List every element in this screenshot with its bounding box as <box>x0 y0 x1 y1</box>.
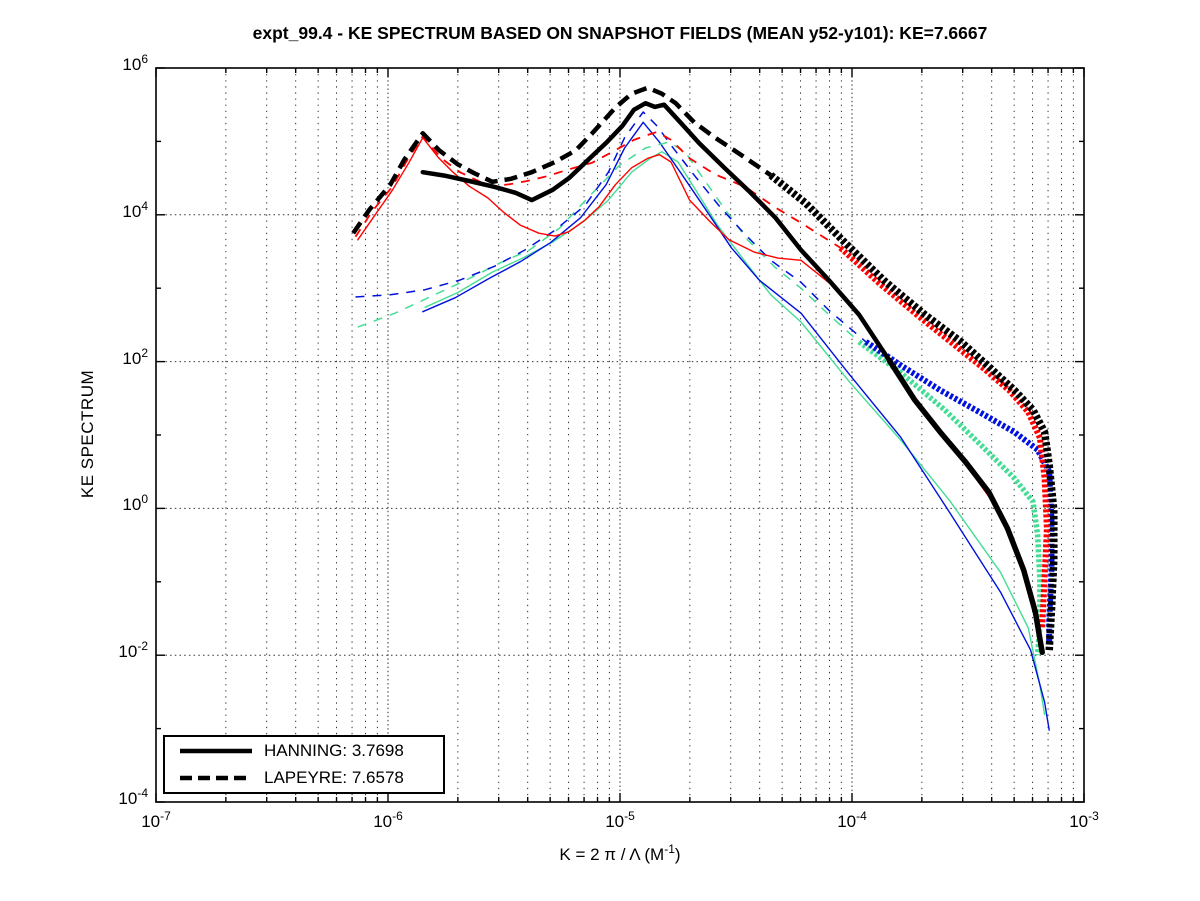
series-lapeyre-black-tail <box>768 172 1058 651</box>
x-axis-label-close: ) <box>674 845 681 864</box>
y-axis-label: KE SPECTRUM <box>78 369 97 499</box>
x-axis-label-exponent: -1 <box>664 842 675 856</box>
chart-title: expt_99.4 - KE SPECTRUM BASED ON SNAPSHO… <box>252 23 988 43</box>
plot-frame <box>155 67 1085 803</box>
legend-label-lapeyre: LAPEYRE: 7.6578 <box>264 768 404 787</box>
series-lapeyre-blue-tail <box>864 339 1055 642</box>
gridlines <box>156 68 1084 802</box>
y-tick-label: 100 <box>122 492 148 515</box>
series-lapeyre-green <box>357 141 860 343</box>
x-tick-label: 10-7 <box>141 809 171 831</box>
x-axis-label: K = 2 π / Λ (M-1) <box>156 842 1084 865</box>
legend-solid-line-icon <box>180 748 252 754</box>
legend: HANNING: 3.7698 LAPEYRE: 7.6578 <box>163 735 445 794</box>
series-lapeyre-green-tail <box>857 339 1043 656</box>
y-tick-label: 106 <box>122 52 148 74</box>
series-lapeyre-black <box>351 85 773 235</box>
x-tick-label: 10-6 <box>373 809 403 831</box>
y-tick-label: 104 <box>122 198 148 221</box>
series-hanning-black-tail <box>886 357 1045 656</box>
series-hanning-black <box>420 100 892 363</box>
series-curves <box>351 85 1058 731</box>
series-lapeyre-red-tail <box>838 245 1050 629</box>
series-hanning-green <box>424 151 1046 716</box>
series-hanning-blue <box>422 121 1050 731</box>
x-tick-label: 10-5 <box>605 809 635 831</box>
x-tick-label: 10-4 <box>837 809 867 831</box>
legend-dashed-line-icon <box>180 775 252 781</box>
series-lapeyre-blue <box>355 111 867 343</box>
y-tick-label: 102 <box>122 345 148 368</box>
y-tick-label: 10-4 <box>118 786 148 808</box>
legend-entry-lapeyre: LAPEYRE: 7.6578 <box>165 765 443 792</box>
y-tick-label: 10-2 <box>118 639 148 662</box>
x-axis-label-text: K = 2 π / Λ (M <box>559 845 665 864</box>
legend-entry-hanning: HANNING: 3.7698 <box>165 738 443 765</box>
legend-label-hanning: HANNING: 3.7698 <box>264 741 404 760</box>
x-tick-label: 10-3 <box>1069 809 1099 831</box>
